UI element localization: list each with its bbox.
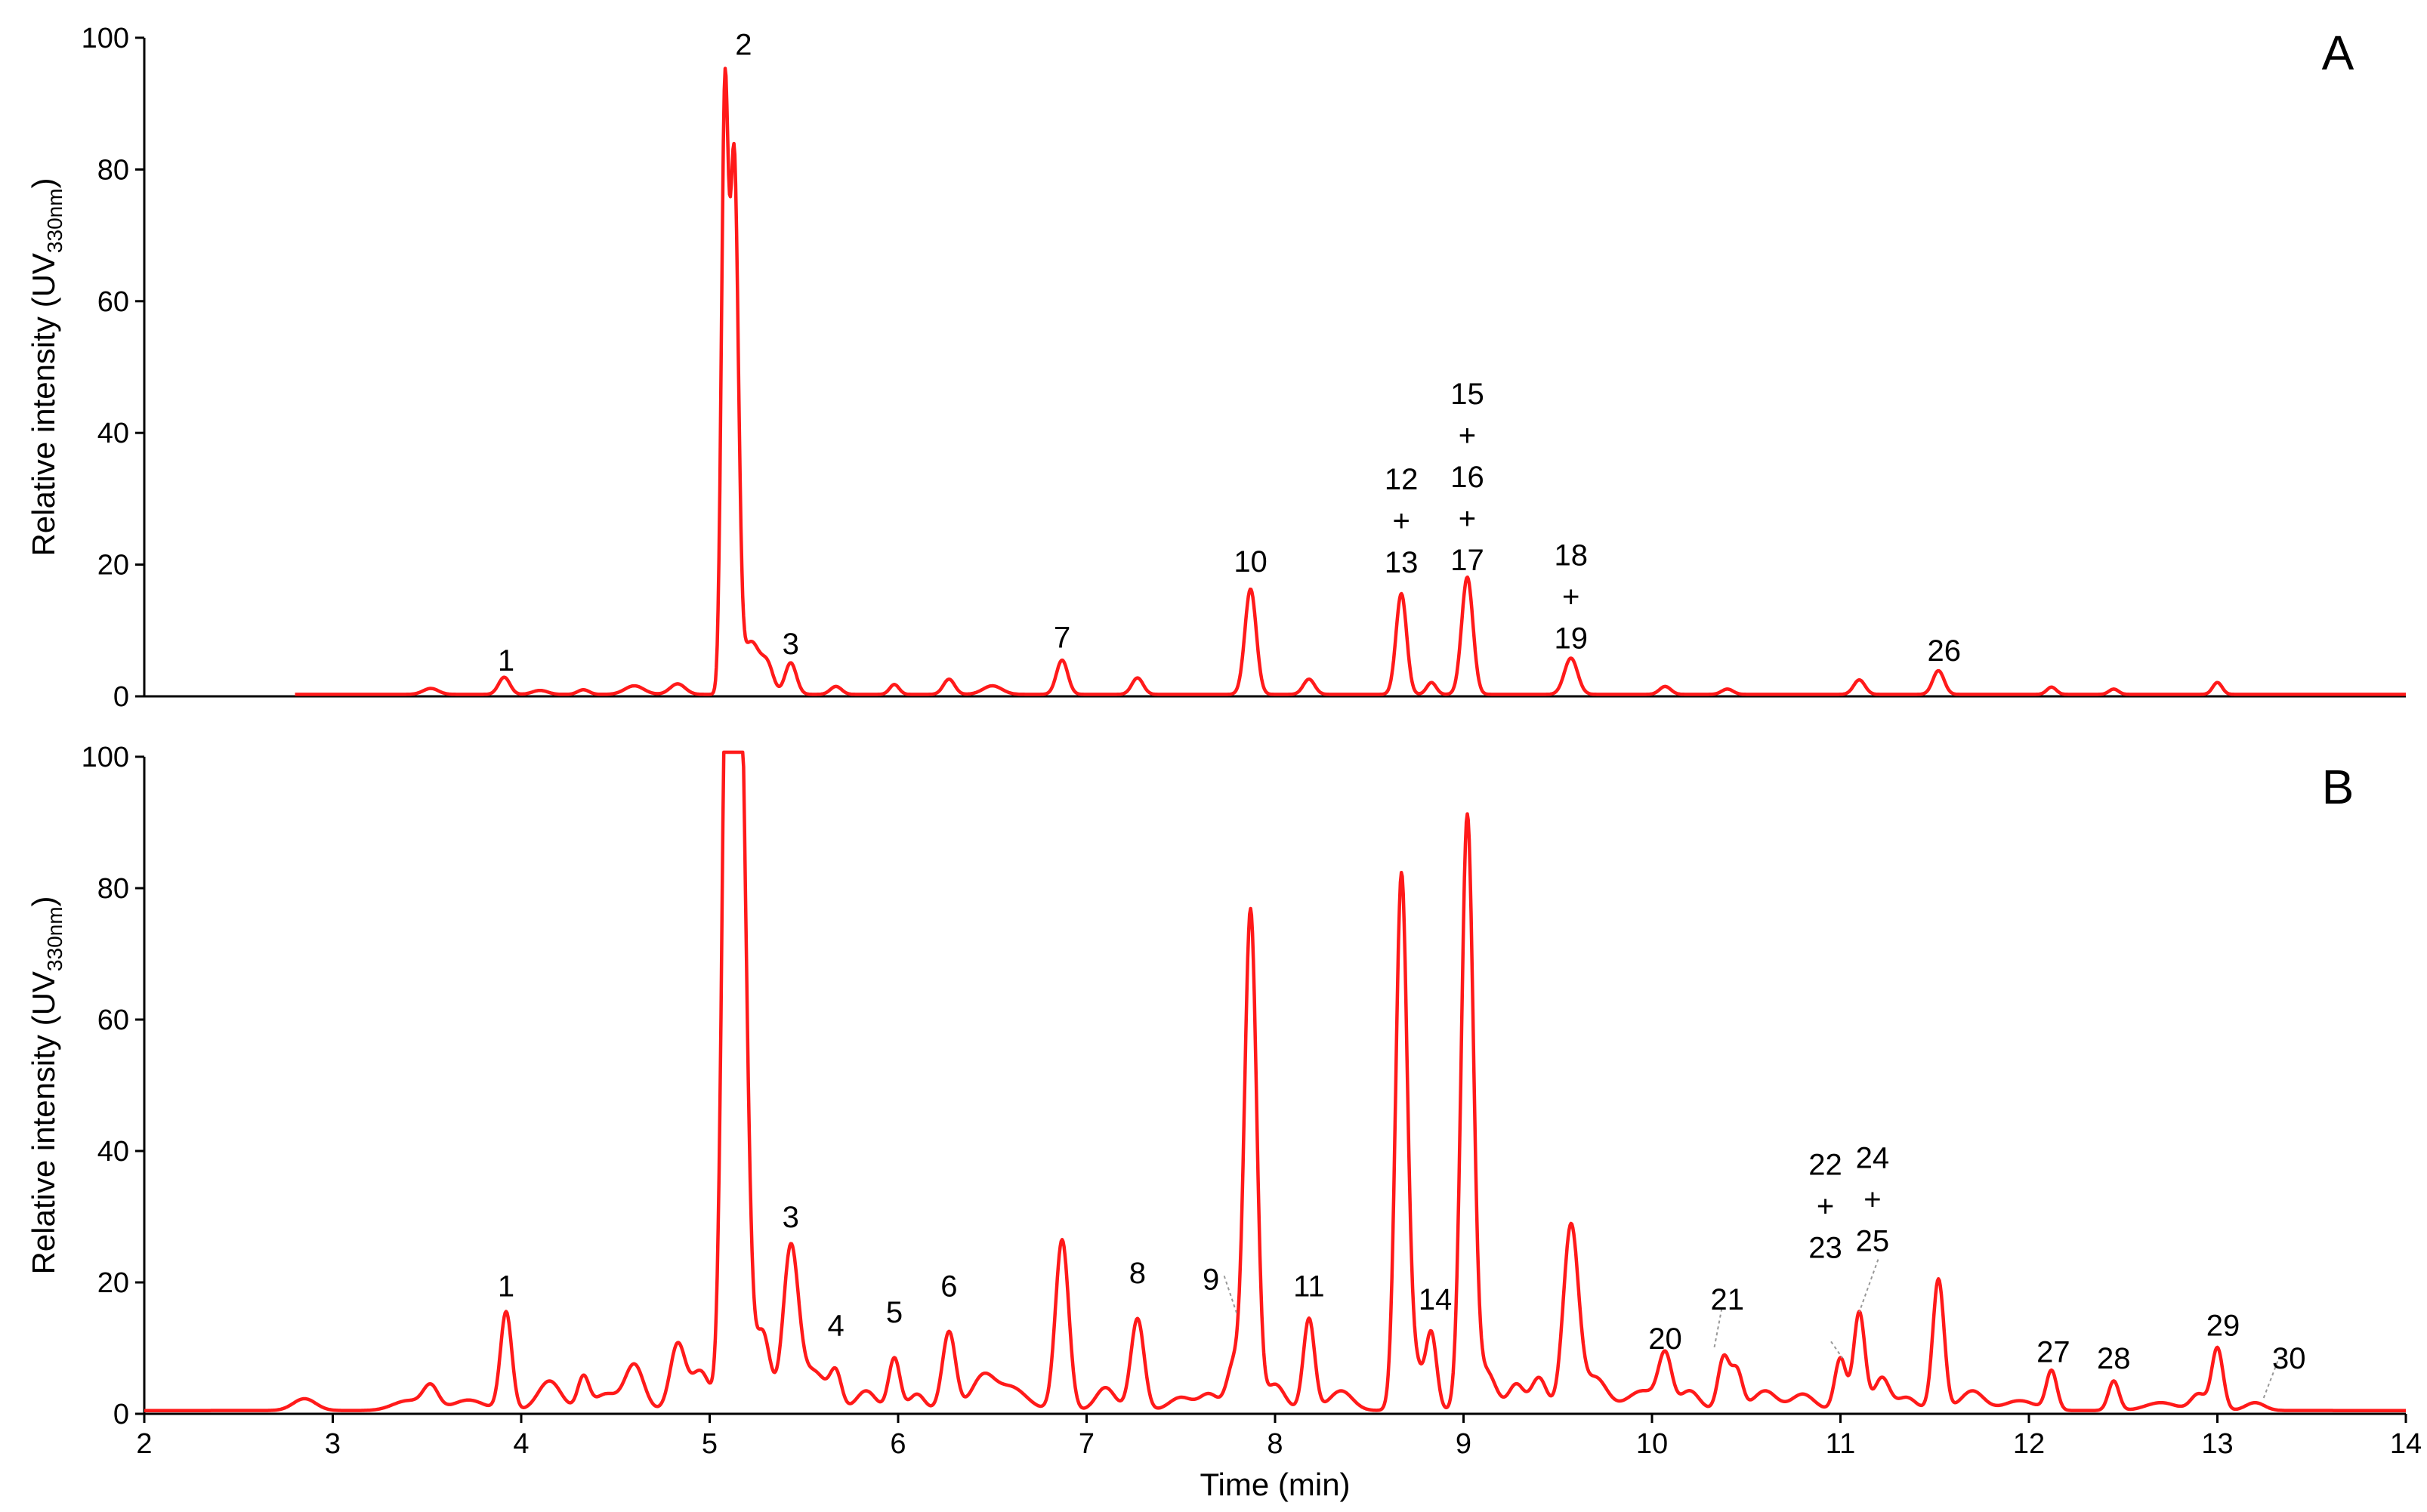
panel-B-peak-label: 20 (1648, 1322, 1682, 1356)
panel-B-peak-label: 14 (1419, 1283, 1453, 1316)
panel-B-peak-label: 5 (886, 1296, 903, 1329)
panel-A-y-axis-title: Relative intensity (UV330nm) (26, 177, 66, 556)
panel-B-peak-label: + (1817, 1190, 1834, 1223)
panel-B-y-tick-label: 20 (97, 1267, 129, 1299)
panel-B-peak-leader (1858, 1259, 1879, 1313)
panel-B-y-tick-label: 40 (97, 1136, 129, 1168)
panel-B-peak-label: 8 (1129, 1257, 1146, 1290)
panel-B-peak-label: 23 (1808, 1231, 1842, 1264)
panel-A-peak-label: + (1392, 505, 1410, 538)
panel-A-peak-label: 15 (1450, 378, 1484, 411)
panel-B-peak-leader (1223, 1275, 1239, 1316)
x-tick-label: 5 (702, 1428, 718, 1460)
panel-B-y-axis-title: Relative intensity (UV330nm) (26, 896, 66, 1274)
panel-B-peak-label: 4 (828, 1310, 845, 1343)
panel-A-peak-label: 16 (1450, 461, 1484, 494)
panel-A-peak-label: 2 (735, 29, 752, 62)
panel-A-peak-label: 18 (1554, 539, 1588, 572)
panel-B-peak-leader (1713, 1308, 1723, 1349)
panel-A-peak-label: 10 (1234, 545, 1268, 579)
panel-A-peak-label: 13 (1385, 546, 1419, 579)
panel-B-peak-label: 21 (1711, 1283, 1745, 1316)
panel-B-peak-label: 28 (2097, 1342, 2131, 1375)
panel-B-peak-label: 9 (1203, 1264, 1219, 1297)
panel-B-peak-label: + (1863, 1183, 1881, 1217)
panel-B-peak-leader (1830, 1341, 1843, 1359)
panel-B-y-tick-label: 60 (97, 1004, 129, 1036)
panel-B-peak-label: 29 (2206, 1310, 2240, 1343)
panel-A-peak-label: 7 (1054, 622, 1070, 655)
panel-A-peak-label: 26 (1927, 634, 1961, 668)
panel-A-peak-label: 17 (1450, 544, 1484, 577)
x-tick-label: 10 (1636, 1428, 1668, 1460)
panel-B-y-tick-label: 80 (97, 873, 129, 905)
panel-A-peak-label: 3 (783, 628, 799, 661)
panel-A-y-tick-label: 100 (82, 23, 129, 54)
x-tick-label: 6 (890, 1428, 906, 1460)
x-tick-label: 2 (136, 1428, 152, 1460)
panel-A-peak-label: 19 (1554, 622, 1588, 656)
x-tick-label: 8 (1267, 1428, 1283, 1460)
x-tick-label: 7 (1079, 1428, 1095, 1460)
x-tick-label: 14 (2390, 1428, 2422, 1460)
panel-B-peak-leader (2262, 1361, 2279, 1401)
panel-B-peak-label: 24 (1856, 1142, 1890, 1175)
panel-A-peak-label: + (1459, 419, 1476, 452)
panel-B-y-tick-label: 0 (113, 1399, 129, 1430)
x-tick-label: 9 (1456, 1428, 1471, 1460)
x-tick-label: 3 (325, 1428, 341, 1460)
panel-B-peak-label: 22 (1808, 1148, 1842, 1181)
panel-B-peak-label: 25 (1856, 1225, 1890, 1258)
x-tick-label: 4 (513, 1428, 529, 1460)
panel-A-y-tick-label: 40 (97, 418, 129, 449)
panel-B-peak-label: 6 (940, 1270, 957, 1303)
panel-A-y-tick-label: 80 (97, 154, 129, 186)
panel-B-trace (143, 750, 2407, 1412)
x-tick-label: 12 (2013, 1428, 2045, 1460)
panel-A-y-tick-label: 60 (97, 286, 129, 318)
panel-A-peak-label: + (1562, 581, 1579, 614)
panel-B-y-tick-label: 100 (82, 742, 129, 773)
panel-A-y-tick-label: 20 (97, 550, 129, 582)
panel-A-peak-label: + (1459, 502, 1476, 535)
panel-B-peak-label: 30 (2272, 1342, 2306, 1375)
panel-B-peak-label: 3 (783, 1201, 799, 1234)
panel-A-letter: A (2322, 26, 2354, 80)
panel-B-letter: B (2322, 760, 2354, 814)
panel-A-peak-label: 1 (498, 644, 514, 677)
x-axis-title: Time (min) (1200, 1467, 1350, 1502)
panel-B-peak-label: 27 (2036, 1335, 2070, 1369)
x-tick-label: 13 (2201, 1428, 2233, 1460)
panel-B-peak-label: 11 (1293, 1270, 1325, 1303)
panel-B-peak-label: 1 (498, 1270, 514, 1303)
x-tick-label: 11 (1826, 1428, 1855, 1460)
panel-A-y-tick-label: 0 (113, 681, 129, 713)
panel-A-peak-label: 12 (1385, 463, 1419, 496)
panel-A-trace (294, 66, 2407, 696)
